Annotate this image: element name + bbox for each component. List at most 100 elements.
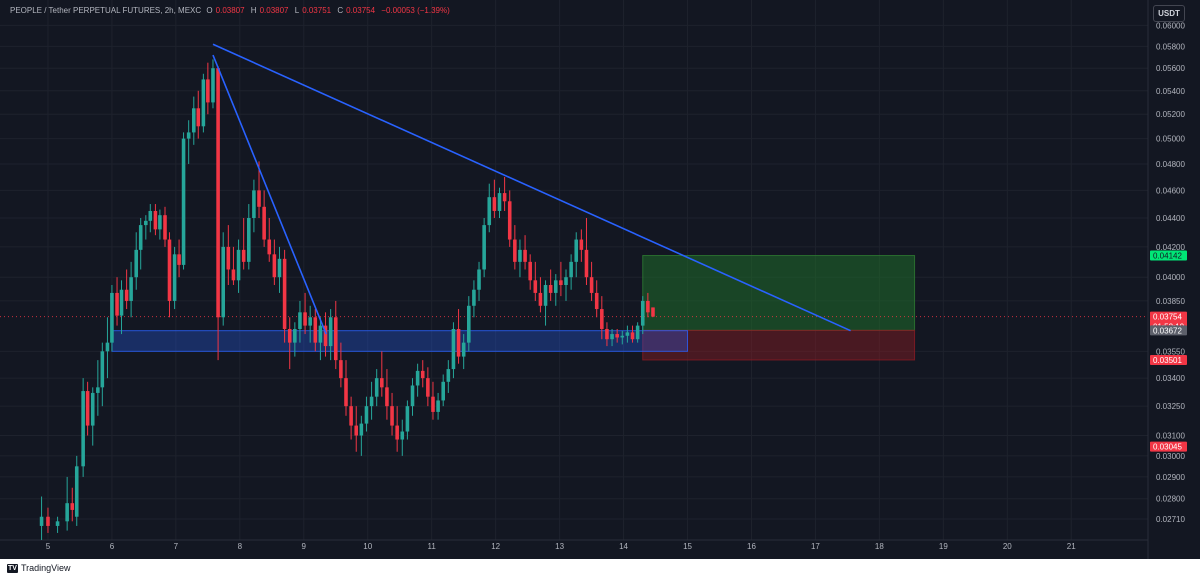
symbol-ohlc-legend: PEOPLE / Tether PERPETUAL FUTURES, 2h, M… <box>10 6 454 15</box>
candle-body <box>46 516 50 526</box>
candle-body <box>206 79 210 103</box>
high-label: H <box>250 6 257 15</box>
candle-body <box>323 325 328 347</box>
time-tick-label: 14 <box>619 542 628 551</box>
candle-body <box>226 246 231 270</box>
candle-body <box>167 239 172 301</box>
stop-loss-zone <box>642 329 916 361</box>
candle-body <box>584 249 589 278</box>
candle-body <box>553 280 558 293</box>
candle-body <box>574 239 579 262</box>
candle-body <box>543 285 548 306</box>
trendline-steep <box>212 54 327 335</box>
candle-body <box>100 351 105 388</box>
candle-body <box>518 249 522 262</box>
candle-body <box>349 406 353 426</box>
candle-body <box>124 289 129 301</box>
candle-body <box>420 370 425 379</box>
candle-body <box>201 79 206 127</box>
time-tick-label: 11 <box>428 542 437 551</box>
price-tick-label: 0.02710 <box>1156 515 1185 524</box>
candle-body <box>246 217 251 262</box>
time-tick-label: 7 <box>174 542 179 551</box>
candle-body <box>293 328 297 343</box>
footer-bar <box>0 559 1200 579</box>
candle-body <box>231 269 236 281</box>
price-tick-label: 0.03550 <box>1156 347 1185 356</box>
candle-body <box>134 249 139 278</box>
price-tick-label: 0.04600 <box>1156 186 1185 195</box>
candle-body <box>461 342 466 357</box>
price-tick-label: 0.02800 <box>1156 495 1185 504</box>
candle-body <box>400 431 405 440</box>
candle-body <box>186 132 191 139</box>
candle-body <box>477 269 481 290</box>
candle-body <box>625 332 630 336</box>
candle-body <box>236 249 241 281</box>
candle-body <box>559 280 563 286</box>
candle-body <box>163 215 167 240</box>
candle-body <box>630 332 635 340</box>
price-tick-label: 0.03850 <box>1156 297 1185 306</box>
price-label: 0.04142 <box>1153 252 1182 261</box>
candle-body <box>39 516 44 526</box>
price-label: 0.03754 <box>1153 313 1182 322</box>
candle-body <box>507 201 512 240</box>
candle-body <box>303 312 307 326</box>
price-label-box <box>1150 250 1187 261</box>
candle-body <box>221 246 225 318</box>
candle-body <box>472 289 476 306</box>
candle-body <box>153 210 158 230</box>
tradingview-logo-icon: TV <box>7 563 18 573</box>
candle-body <box>487 197 492 226</box>
currency-button[interactable]: USDT <box>1153 5 1185 22</box>
candle-body <box>262 206 266 240</box>
candle-body <box>344 378 348 407</box>
candle-body <box>369 396 374 407</box>
candle-body <box>148 210 153 221</box>
take-profit-zone <box>642 255 916 331</box>
candle-body <box>456 328 461 357</box>
candle-body <box>252 190 256 218</box>
candle-body <box>569 261 573 278</box>
time-tick-label: 15 <box>683 542 692 551</box>
candle-body <box>635 325 640 340</box>
price-tick-label: 0.02900 <box>1156 473 1185 482</box>
candle-body <box>55 521 60 526</box>
candle-body <box>144 220 148 226</box>
candle-body <box>158 215 162 230</box>
brand-label: TradingView <box>21 563 71 573</box>
price-tick-label: 0.06000 <box>1156 21 1185 30</box>
candle-body <box>436 400 440 412</box>
candle-body <box>426 378 430 397</box>
price-label-box <box>1150 441 1187 452</box>
time-tick-label: 12 <box>491 542 500 551</box>
demand-zone <box>111 330 689 352</box>
candle-body <box>605 328 609 340</box>
candle-body <box>115 292 119 316</box>
candle-body <box>298 312 302 329</box>
close-value: 0.03754 <box>346 6 376 15</box>
symbol-title[interactable]: PEOPLE / Tether PERPETUAL FUTURES, 2h, M… <box>10 6 202 15</box>
price-tick-label: 0.03000 <box>1156 452 1185 461</box>
candle-body <box>129 277 133 301</box>
candle-body <box>216 68 220 318</box>
candle-body <box>651 307 655 317</box>
candle-body <box>385 387 389 407</box>
candle-body <box>589 277 594 293</box>
candle-body <box>594 292 599 310</box>
price-chart[interactable]: 0.06000 0.05800 0.05600 0.05400 0.05200 0.050… <box>0 0 1200 559</box>
candle-body <box>380 378 384 388</box>
candle-body <box>96 387 100 393</box>
price-tick-label: 0.04400 <box>1156 214 1185 223</box>
candle-body <box>81 391 85 467</box>
tradingview-branding[interactable]: TV TradingView <box>7 563 71 573</box>
candle-body <box>492 197 497 211</box>
price-tick-label: 0.04000 <box>1156 273 1185 282</box>
time-tick-label: 17 <box>811 542 820 551</box>
candle-body <box>172 254 177 301</box>
candle-body <box>446 369 451 382</box>
price-tick-label: 0.03250 <box>1156 402 1185 411</box>
candle-body <box>119 289 124 316</box>
price-label: 0.03045 <box>1153 443 1182 452</box>
